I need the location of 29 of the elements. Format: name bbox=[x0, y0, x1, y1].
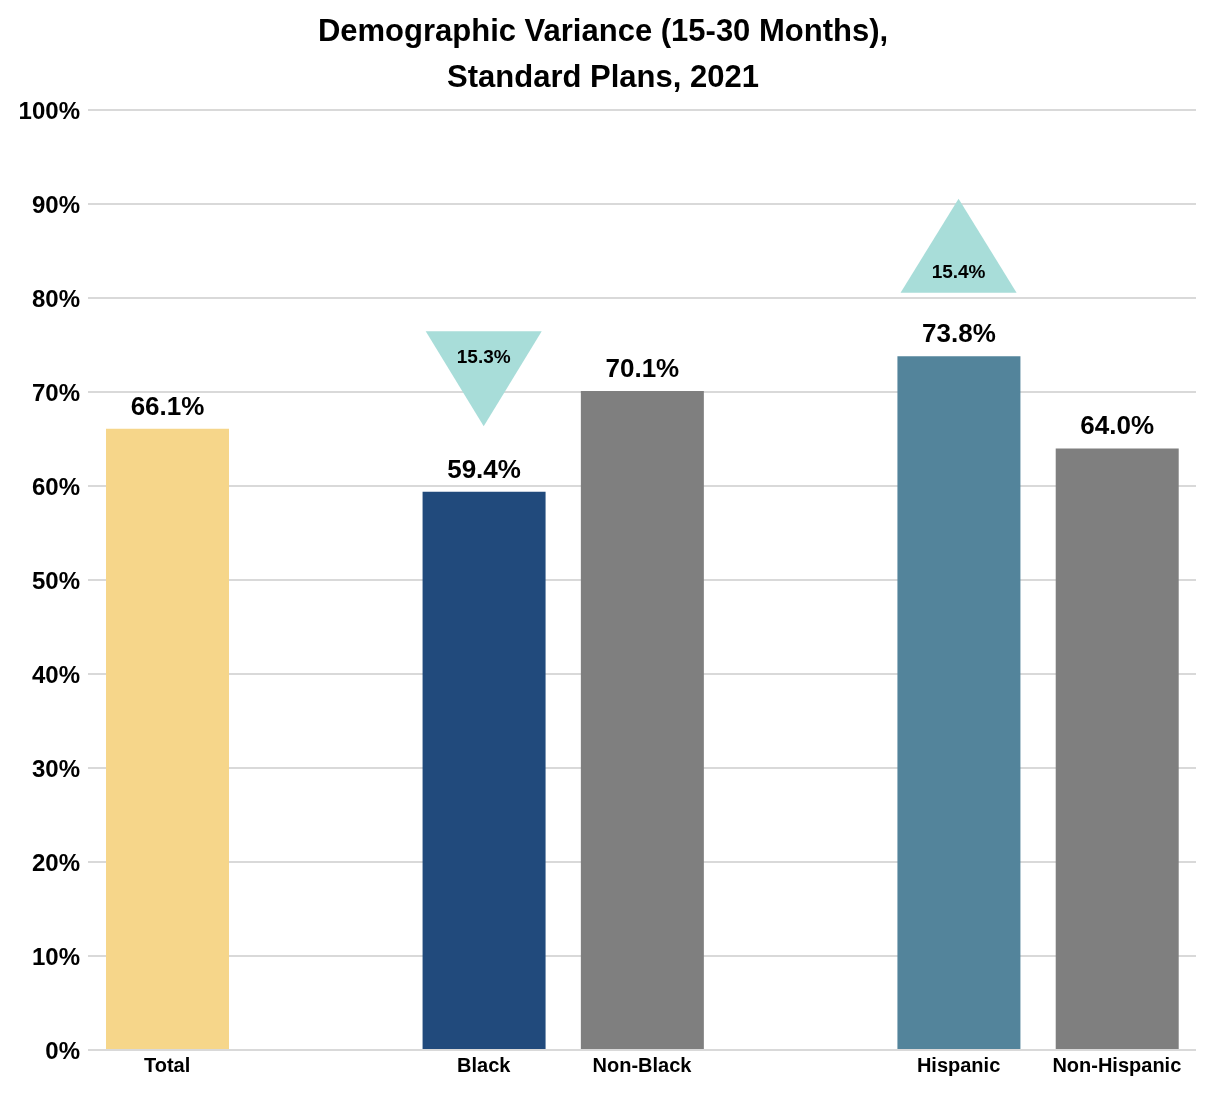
data-label: 70.1% bbox=[605, 353, 680, 384]
x-tick-label: Black bbox=[457, 1054, 512, 1077]
y-tick-label: 40% bbox=[31, 660, 80, 688]
y-tick-label: 0% bbox=[45, 1036, 80, 1064]
bar bbox=[580, 391, 704, 1050]
bar bbox=[1055, 448, 1179, 1050]
data-label: 64.0% bbox=[1080, 410, 1155, 441]
data-label: 73.8% bbox=[922, 318, 996, 349]
y-tick-label: 80% bbox=[31, 284, 80, 312]
x-tick-label: Non-Black bbox=[592, 1054, 693, 1077]
y-tick-label: 20% bbox=[31, 848, 80, 876]
annotation: 15.3% bbox=[456, 346, 511, 368]
bar bbox=[897, 356, 1021, 1050]
y-tick-label: 10% bbox=[31, 942, 80, 970]
x-tick-label: Total bbox=[143, 1054, 191, 1077]
y-tick-label: 30% bbox=[31, 754, 80, 782]
x-tick-label: Non-Hispanic bbox=[1052, 1054, 1182, 1077]
y-tick-label: 100% bbox=[18, 96, 80, 124]
data-label: 66.1% bbox=[130, 390, 205, 421]
bar bbox=[422, 491, 546, 1050]
y-tick-label: 90% bbox=[31, 190, 80, 218]
chart-title: Demographic Variance (15-30 Months), Standard Plans, 2021 bbox=[316, 12, 890, 94]
y-tick-label: 50% bbox=[31, 566, 80, 594]
y-tick-label: 60% bbox=[31, 472, 80, 500]
annotation: 15.4% bbox=[931, 260, 986, 282]
y-tick-label: 70% bbox=[31, 378, 80, 406]
bar bbox=[106, 428, 229, 1050]
data-label: 59.4% bbox=[447, 453, 521, 484]
x-tick-label: Hispanic bbox=[916, 1054, 1001, 1077]
